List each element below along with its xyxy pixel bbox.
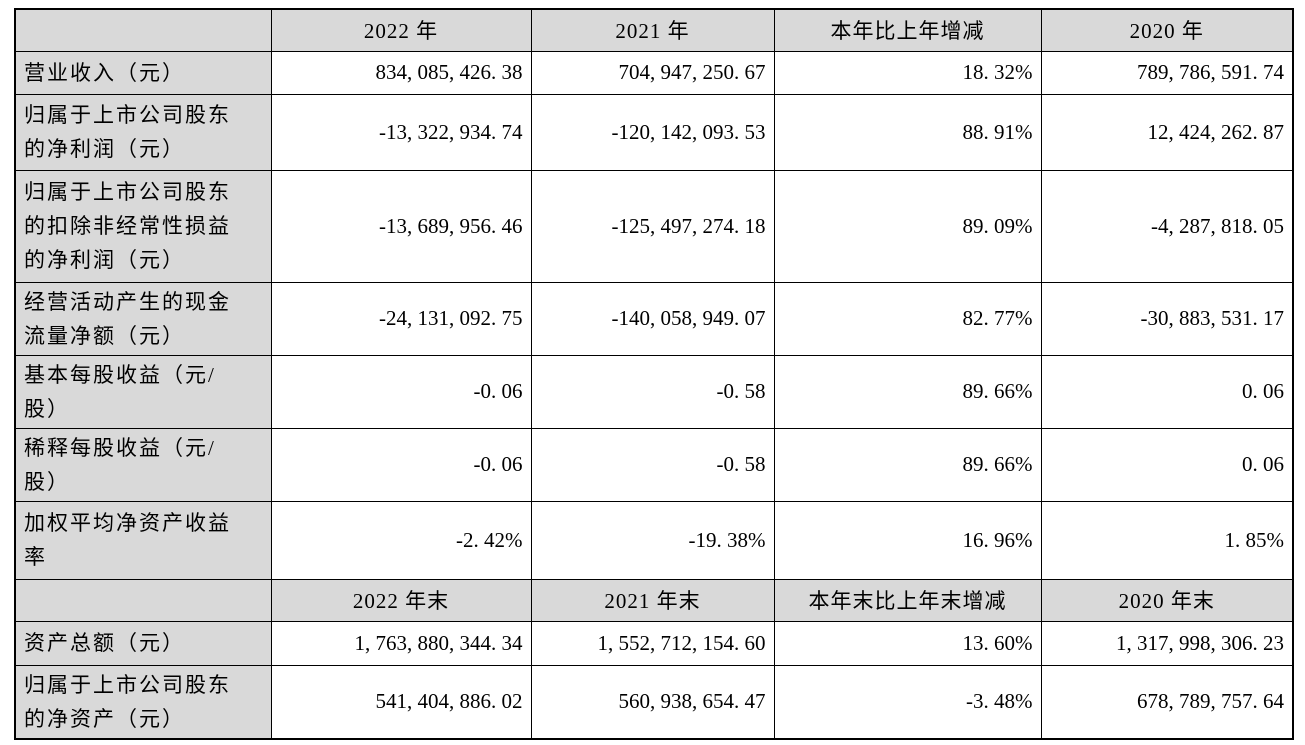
table-row-diluted-eps: 稀释每股收益（元/ 股） -0. 06 -0. 58 89. 66% 0. 06 [14,427,1294,502]
header-cell-2022-end: 2022 年末 [270,578,532,622]
row-label-cell: 归属于上市公司股东 的净利润（元） [14,93,272,171]
value-cell-2022: -0. 06 [270,427,532,502]
financial-summary-table: 2022 年 2021 年 本年比上年增减 2020 年 营业收入（元） 834… [14,8,1294,740]
header-cell-2021-end: 2021 年末 [530,578,775,622]
table-header-row-yearend: 2022 年末 2021 年末 本年末比上年末增减 2020 年末 [14,578,1294,622]
value-cell-change: 89. 66% [773,427,1042,502]
value-cell-2021: -19. 38% [530,500,775,580]
value-cell-2021: 560, 938, 654. 47 [530,664,775,739]
table-row-operating-revenue: 营业收入（元） 834, 085, 426. 38 704, 947, 250.… [14,50,1294,95]
row-label-cell: 经营活动产生的现金 流量净额（元） [14,281,272,356]
header-cell-yearend-change: 本年末比上年末增减 [773,578,1042,622]
corner-cell [14,8,272,52]
value-cell-2021: -0. 58 [530,427,775,502]
value-cell-2022: 541, 404, 886. 02 [270,664,532,739]
row-label-cell: 稀释每股收益（元/ 股） [14,427,272,502]
value-cell-change: 89. 09% [773,169,1042,283]
value-cell-2020: 789, 786, 591. 74 [1040,50,1294,95]
value-cell-2020: 1. 85% [1040,500,1294,580]
value-cell-change: 82. 77% [773,281,1042,356]
header-cell-yoy-change: 本年比上年增减 [773,8,1042,52]
table-row-weighted-avg-roe: 加权平均净资产收益 率 -2. 42% -19. 38% 16. 96% 1. … [14,500,1294,580]
value-cell-2020: 12, 424, 262. 87 [1040,93,1294,171]
value-cell-2020: 1, 317, 998, 306. 23 [1040,620,1294,666]
table-row-net-profit: 归属于上市公司股东 的净利润（元） -13, 322, 934. 74 -120… [14,93,1294,171]
value-cell-change: 18. 32% [773,50,1042,95]
value-cell-2020: -30, 883, 531. 17 [1040,281,1294,356]
value-cell-2021: 1, 552, 712, 154. 60 [530,620,775,666]
value-cell-2021: -0. 58 [530,354,775,429]
value-cell-change: 13. 60% [773,620,1042,666]
value-cell-change: 88. 91% [773,93,1042,171]
table-header-row-annual: 2022 年 2021 年 本年比上年增减 2020 年 [14,8,1294,52]
value-cell-2020: -4, 287, 818. 05 [1040,169,1294,283]
row-label-cell: 基本每股收益（元/ 股） [14,354,272,429]
header-cell-2020: 2020 年 [1040,8,1294,52]
value-cell-2020: 0. 06 [1040,354,1294,429]
value-cell-2022: -0. 06 [270,354,532,429]
value-cell-2021: -140, 058, 949. 07 [530,281,775,356]
row-label-cell: 归属于上市公司股东 的净资产（元） [14,664,272,739]
table-row-net-assets: 归属于上市公司股东 的净资产（元） 541, 404, 886. 02 560,… [14,664,1294,739]
value-cell-2021: 704, 947, 250. 67 [530,50,775,95]
corner-cell [14,578,272,622]
table-row-total-assets: 资产总额（元） 1, 763, 880, 344. 34 1, 552, 712… [14,620,1294,666]
value-cell-change: 89. 66% [773,354,1042,429]
row-label-cell: 归属于上市公司股东 的扣除非经常性损益 的净利润（元） [14,169,272,283]
value-cell-2020: 678, 789, 757. 64 [1040,664,1294,739]
table-row-net-profit-excl-nonrecurring: 归属于上市公司股东 的扣除非经常性损益 的净利润（元） -13, 689, 95… [14,169,1294,283]
value-cell-2022: -13, 322, 934. 74 [270,93,532,171]
table-row-basic-eps: 基本每股收益（元/ 股） -0. 06 -0. 58 89. 66% 0. 06 [14,354,1294,429]
header-cell-2022: 2022 年 [270,8,532,52]
value-cell-change: 16. 96% [773,500,1042,580]
header-cell-2020-end: 2020 年末 [1040,578,1294,622]
row-label-cell: 加权平均净资产收益 率 [14,500,272,580]
header-cell-2021: 2021 年 [530,8,775,52]
value-cell-2022: -24, 131, 092. 75 [270,281,532,356]
table-row-operating-cash-flow: 经营活动产生的现金 流量净额（元） -24, 131, 092. 75 -140… [14,281,1294,356]
value-cell-2022: 1, 763, 880, 344. 34 [270,620,532,666]
value-cell-2022: -2. 42% [270,500,532,580]
value-cell-change: -3. 48% [773,664,1042,739]
value-cell-2021: -120, 142, 093. 53 [530,93,775,171]
value-cell-2022: -13, 689, 956. 46 [270,169,532,283]
value-cell-2022: 834, 085, 426. 38 [270,50,532,95]
row-label-cell: 资产总额（元） [14,620,272,666]
value-cell-2021: -125, 497, 274. 18 [530,169,775,283]
value-cell-2020: 0. 06 [1040,427,1294,502]
row-label-cell: 营业收入（元） [14,50,272,95]
